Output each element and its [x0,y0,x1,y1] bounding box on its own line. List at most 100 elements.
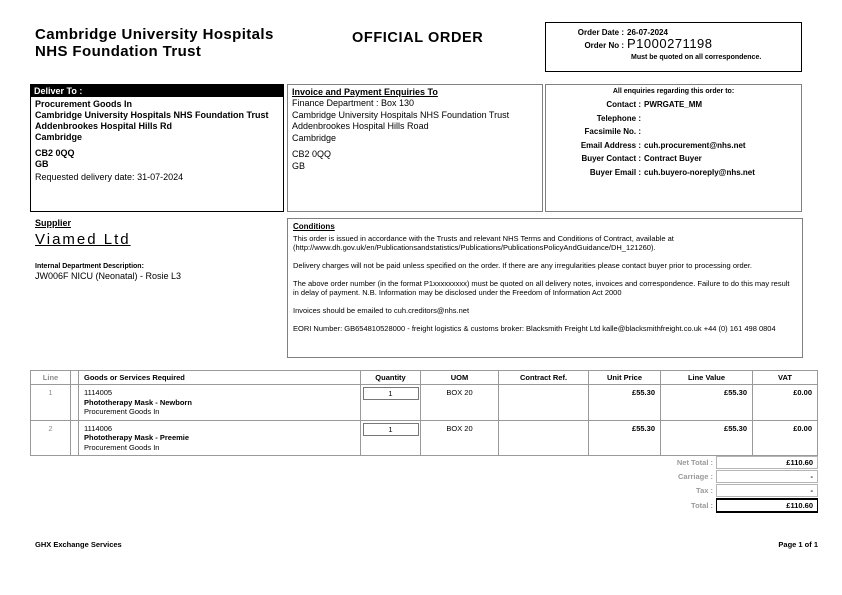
internal-dept-value: JW006F NICU (Neonatal) - Rosie L3 [35,271,182,281]
goods-cell: 1114006 Phototherapy Mask - Preemie Proc… [79,420,361,455]
conditions-box: Conditions This order is issued in accor… [287,218,803,358]
order-no-label: Order No : [584,41,624,50]
tax-value: - [716,484,818,497]
item-description: Phototherapy Mask - Preemie [84,433,190,442]
contract-ref-cell [499,420,589,455]
row-spacer [71,385,79,420]
buyer-contact-label: Buyer Contact : [581,154,641,163]
email-label: Email Address : [580,140,641,150]
col-header-spacer [71,371,79,384]
line-value-cell: £55.30 [661,385,753,420]
unit-price-cell: £55.30 [589,385,661,420]
contact-row: Contact : PWRGATE_MM [546,100,801,110]
row-spacer [71,420,79,455]
invoice-line: Cambridge [292,132,337,143]
net-total-label: Net Total : [676,458,713,467]
invoice-line: Finance Department : Box 130 [292,98,415,108]
conditions-paragraph: Invoices should be emailed to cuh.credit… [293,306,470,315]
net-total-row: Net Total : £110.60 [600,456,818,469]
item-note: Procurement Goods In [84,407,160,416]
internal-dept-label: Internal Department Description: [35,263,144,270]
order-date-row: Order Date : 26-07-2024 [546,27,801,38]
buyer-contact-value: Contract Buyer [644,154,702,163]
conditions-paragraph: The above order number (in the format P1… [293,279,790,297]
buyer-email-value: cuh.buyero-noreply@nhs.net [644,167,755,177]
grand-total-label: Total : [691,501,713,510]
facsimile-row: Facsimile No. : [546,127,801,137]
page-title: OFFICIAL ORDER [352,30,484,46]
buyer-email-row: Buyer Email : cuh.buyero-noreply@nhs.net [546,168,801,178]
org-name-line1: Cambridge University Hospitals [35,26,274,43]
enquiries-contact-box: All enquiries regarding this order to: C… [545,84,802,212]
line-items-table: Line Goods or Services Required Quantity… [30,370,818,456]
quantity-field: 1 [362,422,419,436]
conditions-paragraph: Delivery charges will not be paid unless… [293,261,752,270]
deliver-country: GB [35,159,49,169]
conditions-title: Conditions [293,222,335,231]
contact-value: PWRGATE_MM [644,100,703,109]
supplier-section-title: Supplier [35,218,72,228]
order-date-label: Order Date : [577,28,624,37]
col-header-unit-price: Unit Price [589,371,661,384]
deliver-postcode: CB2 0QQ [35,148,75,158]
email-row: Email Address : cuh.procurement@nhs.net [546,141,801,151]
buyer-contact-row: Buyer Contact : Contract Buyer [546,154,801,164]
quantity-field: 1 [362,387,419,400]
deliver-to-box: Deliver To : Procurement Goods In Cambri… [30,84,284,212]
contact-label: Contact : [606,100,641,109]
col-header-uom: UOM [421,371,499,384]
invoice-line: Addenbrookes Hospital Hills Road [292,121,429,131]
deliver-line: Procurement Goods In [35,99,133,109]
tax-row: Tax : - [600,484,818,497]
buyer-email-label: Buyer Email : [589,167,641,177]
invoice-enquiries-box: Invoice and Payment Enquiries To Finance… [287,84,543,212]
carriage-value: - [716,470,818,483]
table-row: 1 1114005 Phototherapy Mask - Newborn Pr… [31,385,817,421]
invoice-country: GB [292,160,306,171]
col-header-quantity: Quantity [361,371,421,384]
order-date-value: 26-07-2024 [627,28,668,37]
item-note: Procurement Goods In [84,442,160,452]
deliver-to-title: Deliver To : [31,85,283,97]
goods-cell: 1114005 Phototherapy Mask - Newborn Proc… [79,385,361,420]
requested-delivery-date: Requested delivery date: 31-07-2024 [35,172,184,182]
col-header-goods: Goods or Services Required [79,371,361,384]
col-header-contract-ref: Contract Ref. [499,371,589,384]
deliver-line: Cambridge [35,132,83,142]
item-code: 1114006 [84,423,113,433]
unit-price-cell: £55.30 [589,420,661,455]
item-code: 1114005 [84,388,113,397]
conditions-paragraph: EORI Number: GB654810528000 - freight lo… [293,324,776,333]
invoice-enquiries-title: Invoice and Payment Enquiries To [292,87,438,97]
footer-service-name: GHX Exchange Services [35,540,122,549]
order-info-box: Order Date : 26-07-2024 Order No : P1000… [545,22,802,72]
grand-total-value: £110.60 [716,498,818,513]
totals-section: Net Total : £110.60 Carriage : - Tax : -… [600,456,818,514]
supplier-name: Viamed Ltd [35,231,131,248]
deliver-to-body: Procurement Goods In Cambridge Universit… [31,97,283,185]
quantity-cell: 1 [361,420,421,455]
line-value-cell: £55.30 [661,420,753,455]
org-name-line2: NHS Foundation Trust [35,43,202,60]
table-header-row: Line Goods or Services Required Quantity… [31,371,817,385]
org-name: Cambridge University Hospitals NHS Found… [35,26,274,60]
conditions-paragraph: This order is issued in accordance with … [293,234,674,252]
tax-label: Tax : [696,486,713,495]
grand-total-row: Total : £110.60 [600,498,818,513]
uom-cell: BOX 20 [421,385,499,420]
page-number: Page 1 of 1 [778,540,818,549]
col-header-line: Line [31,371,71,384]
facsimile-label: Facsimile No. : [584,127,641,136]
invoice-postcode: CB2 0QQ [292,149,332,159]
order-note: Must be quoted on all correspondence. [631,54,762,61]
uom-cell: BOX 20 [421,420,499,455]
line-number: 2 [31,420,71,455]
email-value: cuh.procurement@nhs.net [644,140,746,150]
deliver-line: Cambridge University Hospitals NHS Found… [35,110,269,120]
deliver-line: Addenbrookes Hospital Hills Rd [35,121,173,131]
carriage-row: Carriage : - [600,470,818,483]
vat-cell: £0.00 [793,423,812,433]
enquiries-heading: All enquiries regarding this order to: [612,88,735,95]
net-total-value: £110.60 [716,456,818,469]
col-header-line-value: Line Value [661,371,753,384]
